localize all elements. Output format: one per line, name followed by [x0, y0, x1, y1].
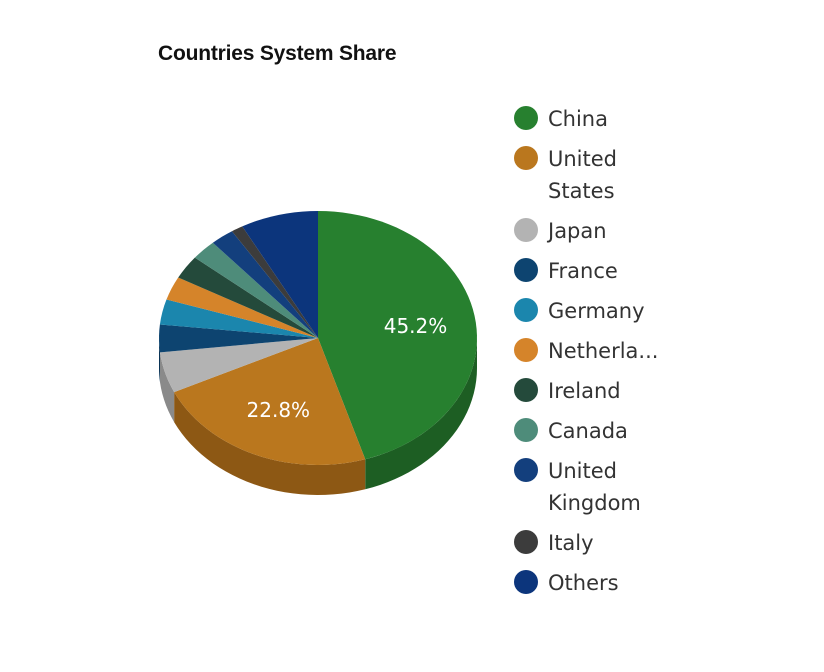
pie-slice-united-states[interactable] — [174, 338, 366, 465]
legend-item-china[interactable]: China — [514, 103, 694, 135]
legend-label: Canada — [548, 419, 628, 443]
pie-side-china — [365, 338, 477, 490]
pie-side-walls — [159, 338, 477, 495]
legend-label: France — [548, 259, 618, 283]
legend-item-france[interactable]: France — [514, 255, 694, 287]
legend-item-japan[interactable]: Japan — [514, 215, 694, 247]
legend-label: Others — [548, 571, 619, 595]
pie-side-united-states — [174, 392, 366, 495]
pie-slice-italy[interactable] — [231, 226, 318, 338]
data-label-china: 45.2% — [384, 314, 448, 338]
pie-slice-netherla[interactable] — [166, 277, 318, 338]
legend: China United States Japan France Germany Neth… — [514, 103, 694, 607]
legend-swatch — [514, 106, 538, 130]
legend-item-germany[interactable]: Germany — [514, 295, 694, 327]
legend-swatch — [514, 258, 538, 282]
legend-item-canada[interactable]: Canada — [514, 415, 694, 447]
pie-slice-others[interactable] — [242, 211, 318, 338]
legend-item-united-kingdom[interactable]: United Kingdom — [514, 455, 694, 519]
legend-label: Japan — [548, 219, 607, 243]
legend-label: Germany — [548, 299, 645, 323]
legend-label: Netherla... — [548, 339, 659, 363]
legend-swatch — [514, 298, 538, 322]
data-label-united-states: 22.8% — [247, 398, 311, 422]
pie-slices — [159, 211, 477, 465]
legend-label: China — [548, 107, 608, 131]
legend-swatch — [514, 378, 538, 402]
legend-label: United Kingdom — [548, 459, 641, 515]
legend-item-italy[interactable]: Italy — [514, 527, 694, 559]
legend-item-ireland[interactable]: Ireland — [514, 375, 694, 407]
pie-slice-germany[interactable] — [159, 299, 318, 338]
pie-slice-ireland[interactable] — [178, 257, 318, 338]
legend-swatch — [514, 458, 538, 482]
legend-item-others[interactable]: Others — [514, 567, 694, 599]
legend-swatch — [514, 146, 538, 170]
legend-label: United States — [548, 147, 617, 203]
chart-title: Countries System Share — [158, 42, 397, 65]
legend-swatch — [514, 530, 538, 554]
pie-slice-japan[interactable] — [160, 338, 318, 393]
pie-side-japan — [160, 352, 175, 423]
legend-swatch — [514, 418, 538, 442]
pie-side-france — [159, 338, 161, 383]
legend-swatch — [514, 338, 538, 362]
legend-item-netherla[interactable]: Netherla... — [514, 335, 694, 367]
pie-slice-france[interactable] — [159, 324, 318, 353]
pie-slice-canada[interactable] — [194, 242, 318, 338]
legend-swatch — [514, 570, 538, 594]
legend-label: Italy — [548, 531, 594, 555]
legend-swatch — [514, 218, 538, 242]
legend-label: Ireland — [548, 379, 621, 403]
pie-slice-united-kingdom[interactable] — [212, 231, 318, 338]
pie-slice-china[interactable] — [318, 211, 477, 460]
legend-item-united-states[interactable]: United States — [514, 143, 694, 207]
